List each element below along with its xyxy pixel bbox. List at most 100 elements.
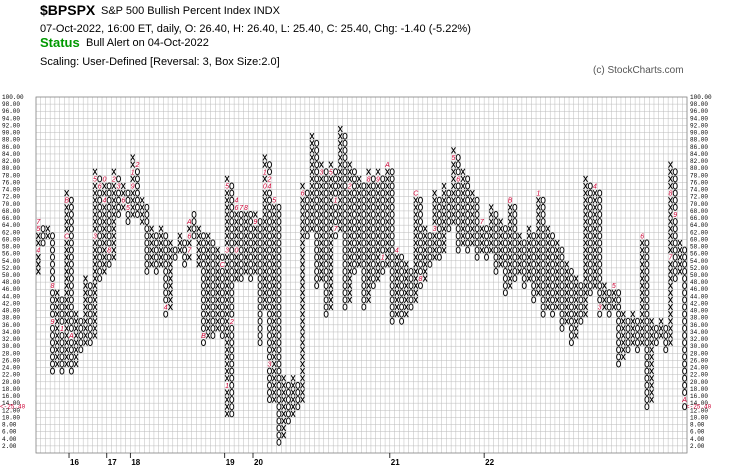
o-box	[276, 438, 282, 446]
x-box	[385, 211, 390, 218]
month-marker: 4	[164, 305, 168, 312]
o-box	[68, 346, 74, 354]
o-box	[672, 268, 678, 275]
o-box	[587, 196, 593, 204]
o-box	[484, 246, 489, 254]
x-box	[526, 232, 532, 240]
o-box	[342, 154, 348, 161]
x-box	[196, 232, 202, 240]
x-box	[168, 261, 173, 268]
x-box	[337, 147, 343, 154]
x-box	[413, 211, 419, 218]
x-box	[300, 246, 305, 254]
year-label: 16	[70, 458, 79, 467]
o-box	[229, 367, 235, 375]
o-box	[59, 317, 65, 325]
x-box	[649, 396, 655, 403]
x-box	[422, 232, 428, 240]
o-box	[68, 367, 74, 375]
x-box	[328, 211, 334, 218]
y-tick-label-left: 40.00	[2, 308, 20, 315]
x-box	[281, 396, 287, 403]
x-box	[394, 310, 400, 318]
x-box	[319, 204, 324, 211]
x-box	[592, 253, 598, 261]
o-box	[267, 289, 272, 297]
x-box	[460, 204, 466, 211]
x-box	[441, 204, 447, 211]
o-box	[587, 246, 593, 254]
o-box	[587, 260, 593, 268]
o-box	[502, 232, 508, 240]
x-box	[545, 275, 551, 282]
o-box	[418, 260, 423, 268]
o-box	[531, 268, 537, 275]
o-box	[68, 303, 74, 311]
o-box	[87, 339, 93, 347]
o-box	[210, 296, 216, 304]
o-box	[304, 203, 310, 211]
month-marker: 1	[225, 383, 229, 390]
o-box	[389, 168, 395, 176]
x-box	[460, 182, 466, 190]
o-box	[210, 260, 216, 268]
x-box	[403, 275, 409, 282]
x-box	[620, 318, 626, 325]
o-box	[408, 303, 414, 311]
month-marker: A	[384, 162, 390, 169]
x-box	[356, 261, 362, 268]
o-box	[59, 303, 65, 311]
x-box	[234, 268, 239, 275]
x-box	[102, 232, 107, 240]
x-box	[319, 211, 324, 218]
x-box	[517, 261, 522, 268]
o-box	[144, 225, 150, 233]
o-box	[257, 332, 263, 339]
o-box	[644, 353, 650, 361]
o-box	[267, 374, 272, 382]
x-box	[441, 232, 447, 240]
y-tick-label-left: 38.00	[2, 315, 20, 322]
x-box	[639, 261, 645, 268]
o-box	[229, 396, 235, 404]
x-box	[319, 225, 324, 232]
o-box	[153, 260, 159, 268]
o-box	[238, 211, 244, 218]
x-box	[573, 325, 579, 332]
o-box	[361, 303, 367, 311]
x-box	[385, 261, 390, 268]
o-box	[210, 253, 216, 261]
x-box	[451, 175, 456, 183]
x-box	[649, 353, 655, 361]
o-box	[276, 289, 282, 297]
o-box	[50, 310, 55, 318]
x-box	[319, 239, 324, 247]
x-box	[451, 218, 456, 225]
x-box	[620, 310, 626, 318]
o-box	[568, 275, 574, 283]
y-tick-label-left: 78.00	[2, 172, 20, 179]
o-box	[59, 367, 65, 375]
o-box	[474, 246, 480, 254]
x-box	[92, 253, 98, 261]
o-box	[276, 324, 282, 332]
y-tick-label-right: 82.00	[690, 158, 708, 165]
o-box	[380, 239, 386, 247]
o-box	[408, 296, 414, 304]
o-box	[87, 332, 93, 339]
o-box	[50, 303, 55, 311]
o-box	[672, 196, 678, 204]
x-box	[564, 318, 570, 325]
o-box	[68, 196, 74, 204]
o-box	[682, 282, 688, 290]
y-tick-label-left: 46.00	[2, 286, 20, 293]
o-box	[314, 168, 320, 176]
o-box	[418, 211, 423, 218]
o-box	[144, 232, 150, 240]
x-box	[309, 196, 315, 204]
o-box	[78, 324, 84, 332]
x-box	[337, 175, 343, 183]
x-box	[224, 325, 230, 332]
year-label: 18	[131, 458, 140, 467]
x-box	[583, 182, 588, 190]
